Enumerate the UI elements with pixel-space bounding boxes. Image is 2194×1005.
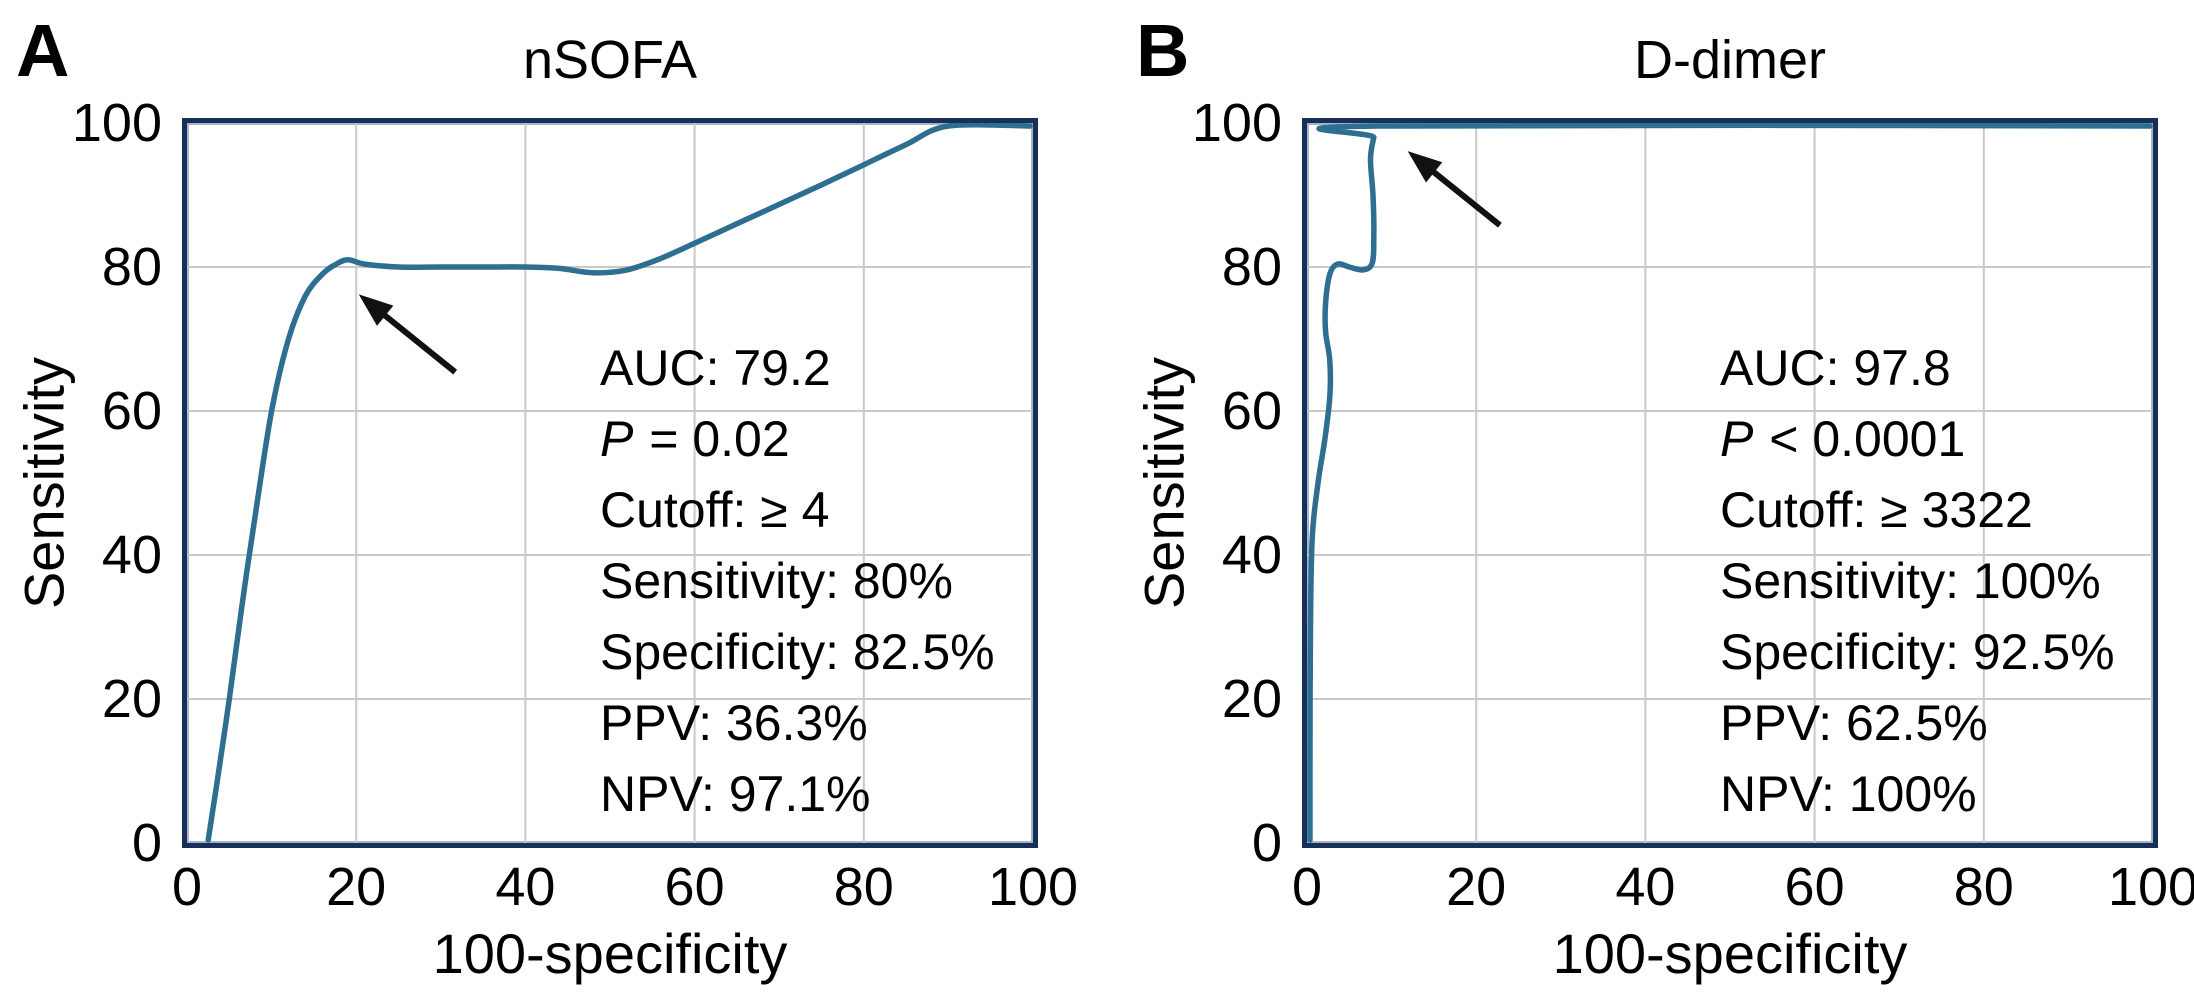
roc-curve-svg (187, 121, 1033, 843)
chart-title-ddimer: D-dimer (1633, 30, 1826, 90)
y-tick-label: 20 (1221, 669, 1282, 729)
stats-annotation-line: NPV: 100% (1720, 766, 1977, 822)
y-tick-label: 100 (71, 93, 162, 153)
x-tick-label: 20 (1446, 857, 1507, 917)
y-tick-label: 100 (1191, 93, 1282, 153)
arrow-shaft (377, 308, 458, 375)
stats-annotation-line: Cutoff: ≥ 3322 (1720, 482, 2033, 538)
stats-annotation-line: AUC: 79.2 (600, 340, 831, 396)
x-tick-label: 80 (1953, 857, 2014, 917)
chart-title-nsofa: nSOFA (522, 30, 698, 90)
y-tick-label: 80 (1221, 237, 1282, 297)
stats-annotation-line: Sensitivity: 100% (1720, 553, 2101, 609)
x-tick-label: 60 (664, 857, 725, 917)
panel-label-a: A (16, 9, 70, 92)
y-tick-label: 40 (101, 525, 162, 585)
arrow-head (1407, 151, 1443, 183)
x-tick-label: 40 (1615, 857, 1676, 917)
stats-annotation-line: PPV: 62.5% (1720, 695, 1988, 751)
stats-annotation-line: Cutoff: ≥ 4 (600, 482, 830, 538)
x-tick-label: 40 (495, 857, 556, 917)
y-tick-label: 0 (1251, 813, 1282, 873)
y-tick-label: 40 (1221, 525, 1282, 585)
stats-annotation-line: PPV: 36.3% (600, 695, 868, 751)
roc-curve-svg (1307, 122, 2153, 843)
x-tick-label: 100 (2107, 857, 2194, 917)
x-tick-label: 20 (326, 857, 387, 917)
stats-annotation-line: P = 0.02 (600, 411, 790, 467)
x-tick-label: 0 (171, 857, 203, 917)
x-axis-label: 100-specificity (432, 922, 788, 985)
stats-annotation: AUC: 79.2 P = 0.02 Cutoff: ≥ 4 Sensitivity:… (600, 333, 995, 830)
x-tick-label: 60 (1784, 857, 1845, 917)
arrow-head (358, 294, 394, 326)
stats-annotation-line: AUC: 97.8 (1720, 340, 1951, 396)
roc-curve (1307, 122, 2153, 843)
panel-a: A nSOFA Sensitivity 100-specificity AUC:… (0, 0, 1079, 1005)
x-tick-label: 80 (833, 857, 894, 917)
stats-annotation-line: Specificity: 82.5% (600, 624, 995, 680)
x-tick-label: 0 (1291, 857, 1323, 917)
arrow-shaft (1426, 165, 1502, 228)
x-axis-label: 100-specificity (1552, 922, 1908, 985)
panel-label-b: B (1136, 9, 1190, 92)
y-tick-label: 60 (101, 381, 162, 441)
stats-annotation-line: P < 0.0001 (1720, 411, 1966, 467)
stats-annotation: AUC: 97.8 P < 0.0001 Cutoff: ≥ 3322 Sensiti… (1720, 333, 2115, 830)
panel-b: B D-dimer Sensitivity 100-specificity AU… (1120, 0, 2194, 1005)
x-tick-label: 100 (987, 857, 1079, 917)
stats-annotation-line: NPV: 97.1% (600, 766, 871, 822)
roc-curve (205, 121, 1033, 843)
stats-annotation-line: Specificity: 92.5% (1720, 624, 2115, 680)
plot-area (182, 118, 1038, 848)
y-tick-label: 60 (1221, 381, 1282, 441)
y-tick-label: 20 (101, 669, 162, 729)
y-tick-label: 0 (131, 813, 162, 873)
stats-annotation-line: Sensitivity: 80% (600, 553, 953, 609)
y-tick-label: 80 (101, 237, 162, 297)
